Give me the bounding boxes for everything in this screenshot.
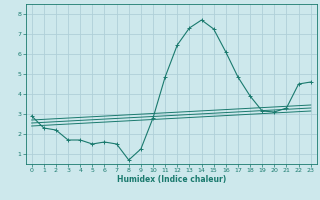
X-axis label: Humidex (Indice chaleur): Humidex (Indice chaleur) <box>116 175 226 184</box>
